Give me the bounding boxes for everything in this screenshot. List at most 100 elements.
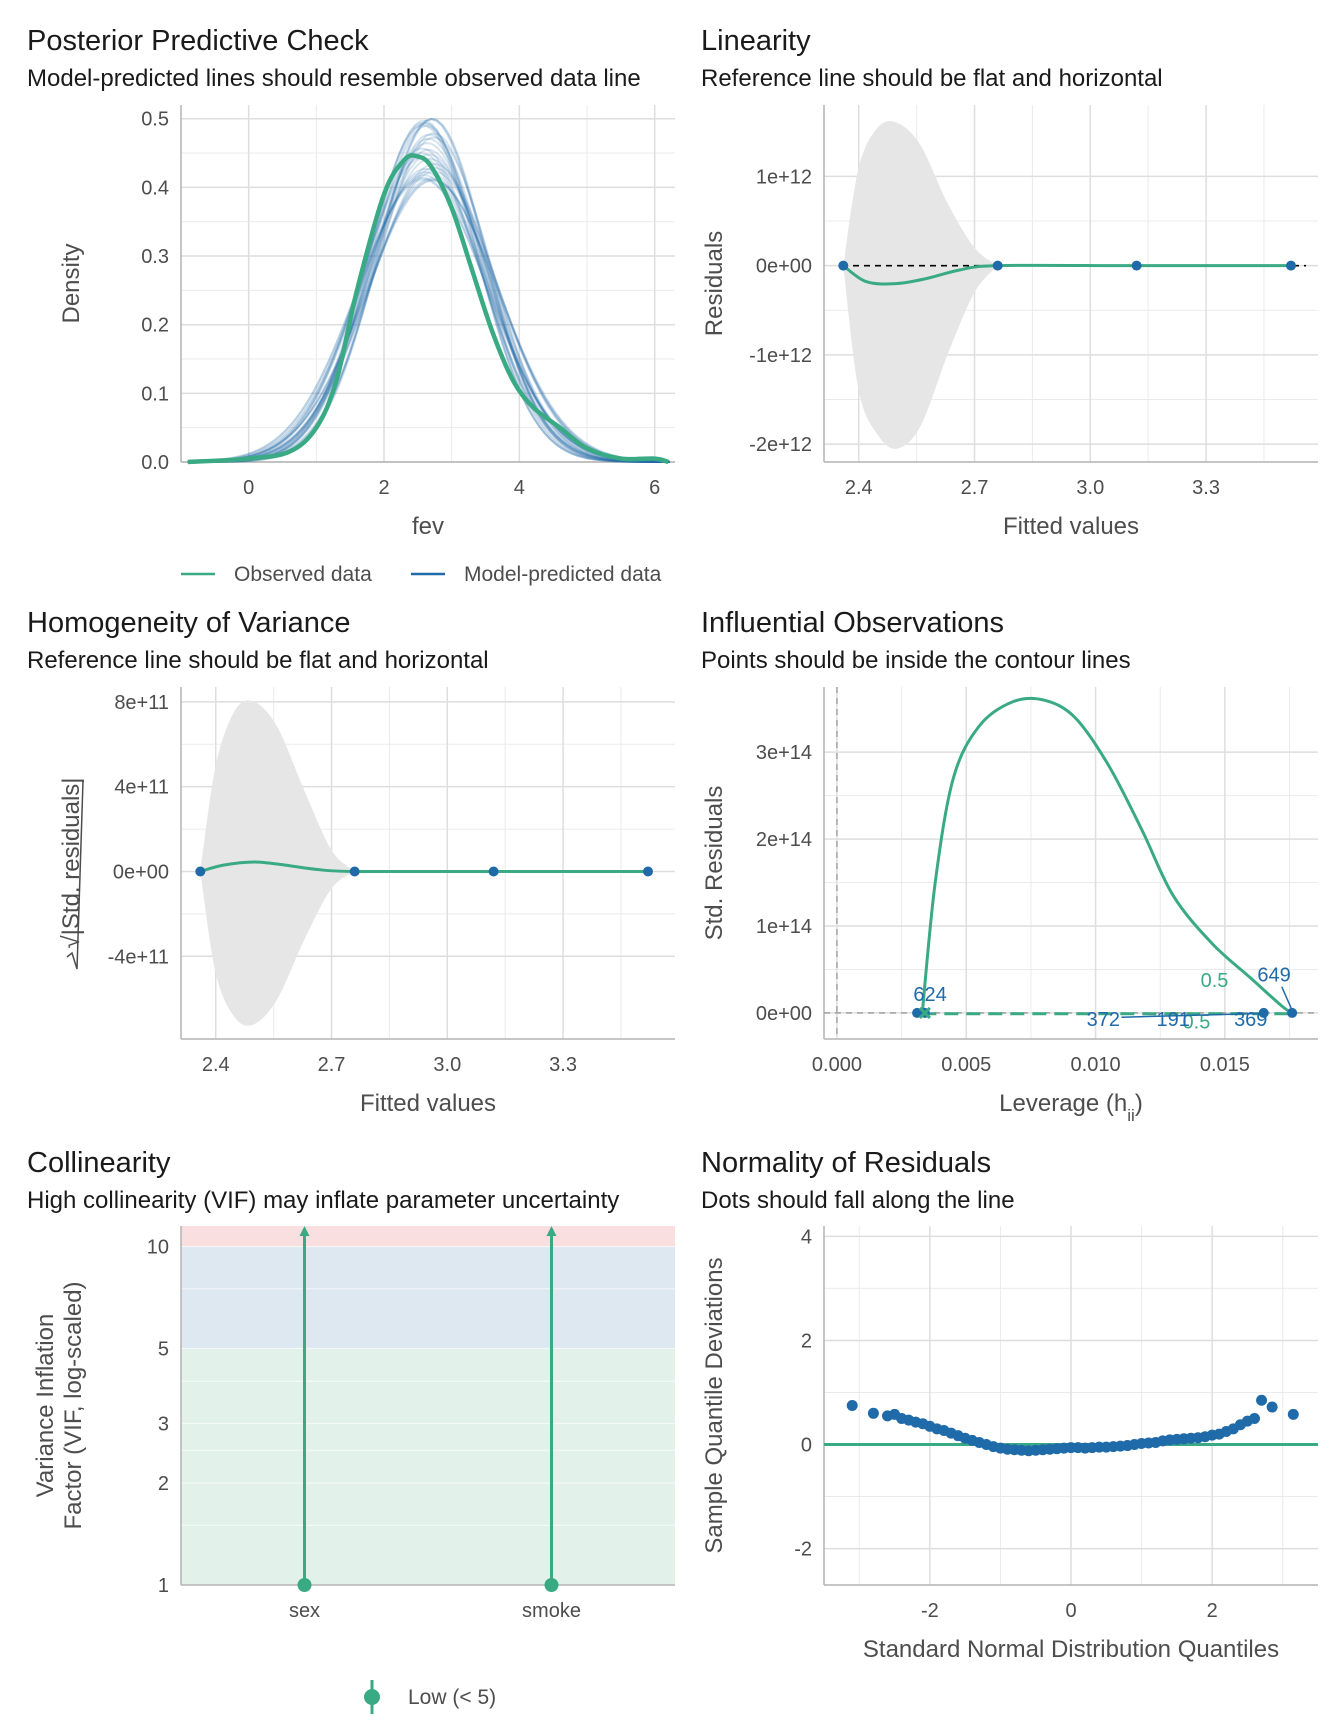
y-tick-label: 0e+00: [756, 1003, 812, 1025]
model-predicted-line: [187, 152, 670, 463]
panel-homogeneity-of-variance: Homogeneity of Variance Reference line sh…: [27, 607, 675, 1117]
y-tick-label: 1e+14: [756, 916, 812, 938]
y-tick-label: -4e+11: [108, 946, 169, 968]
y-tick-label: 0: [801, 1435, 812, 1457]
y-tick-label: 0.5: [141, 109, 169, 131]
data-point: [992, 260, 1003, 271]
smooth-line: [199, 860, 648, 874]
data-point: [642, 866, 653, 877]
x-tick-label: 2.7: [961, 477, 989, 499]
model-predicted-line: [187, 179, 670, 463]
model-predicted-line: [187, 177, 670, 463]
data-point: [1287, 1007, 1298, 1018]
x-tick-label: 2.7: [318, 1054, 346, 1076]
y-tick-label: 0.3: [141, 246, 169, 268]
x-tick-label: sex: [289, 1600, 320, 1622]
x-tick-label: 0.015: [1200, 1054, 1250, 1076]
data-point: [1285, 260, 1296, 271]
y-tick-label: 0.1: [141, 383, 169, 405]
x-axis-label-subscript: ii: [1127, 1106, 1135, 1125]
model-predicted-line: [187, 166, 670, 463]
panel-subtitle: Reference line should be flat and horizo…: [27, 647, 489, 674]
model-predicted-line: [187, 148, 670, 463]
y-tick-label: 1e+12: [756, 166, 812, 188]
vif-interval-arrow: [299, 1226, 310, 1236]
x-tick-label: 4: [514, 477, 525, 499]
x-axis-label-close: ): [1135, 1090, 1143, 1117]
panel-normality-of-residuals: Normality of Residuals Dots should fall a…: [701, 1147, 1318, 1663]
model-predicted-line: [187, 153, 670, 463]
y-tick-label: 0.4: [141, 177, 169, 199]
x-axis-label: Standard Normal Distribution Quantiles: [863, 1636, 1279, 1663]
y-tick-label: 1: [158, 1575, 169, 1597]
leader-line: [1121, 1012, 1264, 1019]
point-label: 372: [1087, 1009, 1120, 1031]
zone-low: [181, 1348, 675, 1585]
model-predicted-line: [187, 147, 670, 463]
x-tick-label: 0: [1065, 1600, 1076, 1622]
x-tick-label: 2: [1207, 1600, 1218, 1622]
point-label: 624: [913, 984, 946, 1006]
model-predicted-line: [187, 136, 670, 463]
model-predicted-line: [187, 133, 670, 463]
zone-moderate: [181, 1246, 675, 1349]
data-point: [1258, 1007, 1269, 1018]
legend-observed-label: Observed data: [234, 563, 372, 586]
model-predicted-line: [187, 156, 670, 463]
zone-high: [181, 1226, 675, 1247]
y-tick-label: 4: [801, 1226, 812, 1248]
data-point: [846, 1400, 858, 1411]
model-predicted-line: [187, 178, 670, 463]
vif-interval-arrow: [546, 1226, 557, 1236]
y-tick-label: 4e+11: [114, 777, 169, 799]
cooks-distance-contour: [920, 696, 1293, 1015]
x-tick-label: 3.0: [1076, 477, 1104, 499]
panel-subtitle: Points should be inside the contour line…: [701, 647, 1131, 674]
panel-subtitle: High collinearity (VIF) may inflate para…: [27, 1187, 619, 1214]
vif-point: [297, 1578, 312, 1592]
panel-subtitle: Reference line should be flat and horizo…: [701, 65, 1163, 92]
data-point: [838, 260, 849, 271]
x-tick-label: 2: [378, 477, 389, 499]
panel-subtitle: Model-predicted lines should resemble ob…: [27, 65, 641, 92]
y-tick-label: -1e+12: [749, 345, 812, 367]
contour-endpoint: [918, 1006, 931, 1019]
panel-subtitle: Dots should fall along the line: [701, 1187, 1015, 1214]
y-tick-label: 0.2: [141, 315, 169, 337]
x-tick-label: 2.4: [845, 477, 873, 499]
data-point: [912, 1007, 923, 1018]
x-axis-label: Leverage (hii): [999, 1090, 1143, 1125]
model-predicted-line: [187, 171, 670, 463]
y-tick-label: 2: [801, 1330, 812, 1352]
y-tick-label: 5: [158, 1338, 169, 1360]
x-tick-label: 0.010: [1071, 1054, 1121, 1076]
data-point: [867, 1407, 879, 1419]
model-predicted-line: [187, 176, 670, 463]
x-tick-label: 6: [649, 477, 660, 499]
x-axis-label: Fitted values: [360, 1090, 496, 1117]
panel-influential-observations: Influential Observations Points should be…: [701, 607, 1318, 1125]
x-axis-label: Fitted values: [1003, 513, 1139, 540]
contour-label: 0.5: [1201, 970, 1229, 992]
panel-title: Homogeneity of Variance: [27, 607, 350, 639]
legend-low-label: Low (< 5): [408, 1686, 496, 1709]
x-tick-label: 0.000: [812, 1054, 862, 1076]
model-predicted-line: [187, 170, 670, 463]
data-point: [1248, 1413, 1260, 1425]
legend-low-key-point: [364, 1689, 380, 1705]
point-label: 191: [1156, 1009, 1189, 1031]
model-predicted-line: [187, 163, 670, 463]
y-axis-label-line2: Factor (VIF, log-scaled): [60, 1281, 87, 1529]
data-point: [349, 866, 360, 877]
y-tick-label: 0e+00: [756, 256, 812, 278]
y-axis-label: Residuals: [701, 231, 728, 336]
data-point: [1131, 260, 1142, 271]
model-predicted-line: [187, 142, 670, 463]
y-tick-label: -2e+12: [749, 434, 812, 456]
y-axis-label-line1: Variance Inflation: [32, 1314, 59, 1498]
leader-line: [1281, 986, 1293, 1011]
panel-linearity: Linearity Reference line should be flat a…: [701, 25, 1318, 540]
y-tick-label: 2: [158, 1473, 169, 1495]
panel-collinearity: Collinearity High collinearity (VIF) may …: [27, 1147, 675, 1714]
